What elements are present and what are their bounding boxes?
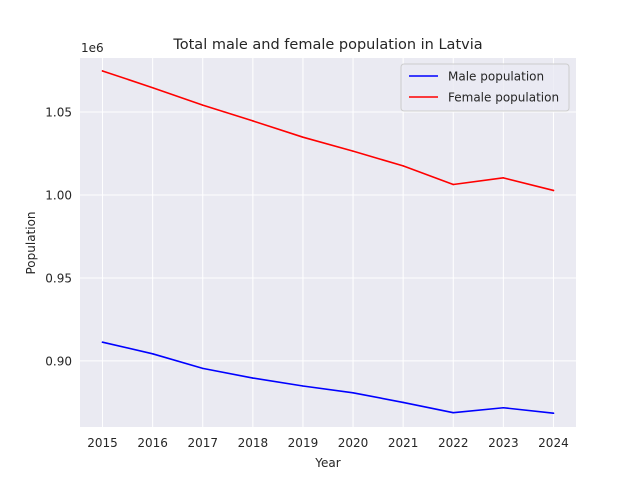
legend-label-female: Female population — [448, 91, 559, 105]
male-data-point — [552, 412, 555, 415]
male-data-point — [201, 367, 204, 370]
x-tick-label: 2015 — [87, 436, 118, 450]
chart-title: Total male and female population in Latv… — [172, 37, 482, 53]
x-tick-label: 2016 — [137, 436, 168, 450]
x-axis-ticks: 2015 2016 2017 2018 2019 2020 2021 2022 2023 2024 — [87, 436, 568, 450]
female-data-point — [502, 177, 505, 179]
male-data-point — [352, 392, 354, 394]
y-axis-label: Population — [24, 211, 38, 274]
y-tick-label: 0.95 — [45, 271, 72, 285]
grid-lines — [80, 58, 576, 427]
x-axis-label: Year — [314, 456, 340, 470]
x-tick-label: 2019 — [288, 436, 319, 450]
y-tick-label: 1.05 — [45, 105, 72, 119]
series-lines — [101, 70, 555, 415]
legend: Male population Female population — [400, 63, 570, 112]
series-line-male — [101, 341, 555, 415]
female-data-point — [352, 150, 354, 152]
series-line-female — [101, 70, 555, 192]
y-axis-ticks: 0.90 0.95 1.00 1.05 — [45, 105, 72, 368]
legend-label-male: Male population — [448, 70, 544, 84]
male-data-point — [151, 352, 154, 355]
x-tick-label: 2023 — [488, 436, 519, 450]
y-tick-label: 1.00 — [45, 188, 72, 202]
female-data-point — [302, 136, 304, 138]
female-data-point — [552, 189, 555, 192]
x-tick-label: 2018 — [238, 436, 269, 450]
male-data-point — [452, 411, 455, 414]
legend-box — [400, 63, 570, 112]
x-tick-label: 2024 — [538, 436, 569, 450]
male-data-point — [302, 385, 304, 387]
female-data-point — [201, 104, 204, 106]
female-data-point — [101, 70, 104, 72]
male-data-point — [252, 377, 254, 379]
x-tick-label: 2017 — [187, 436, 218, 450]
x-tick-label: 2022 — [438, 436, 469, 450]
y-offset-label: 1e6 — [81, 41, 104, 55]
female-data-point — [402, 165, 404, 167]
female-data-point — [151, 86, 154, 89]
female-data-point — [452, 183, 455, 186]
male-data-point — [402, 401, 404, 404]
plot-area — [80, 58, 576, 427]
male-data-point — [101, 341, 104, 343]
female-data-point — [252, 120, 254, 122]
male-data-point — [502, 406, 505, 409]
x-tick-label: 2021 — [388, 436, 419, 450]
x-tick-label: 2020 — [338, 436, 369, 450]
y-tick-label: 0.90 — [45, 354, 72, 368]
